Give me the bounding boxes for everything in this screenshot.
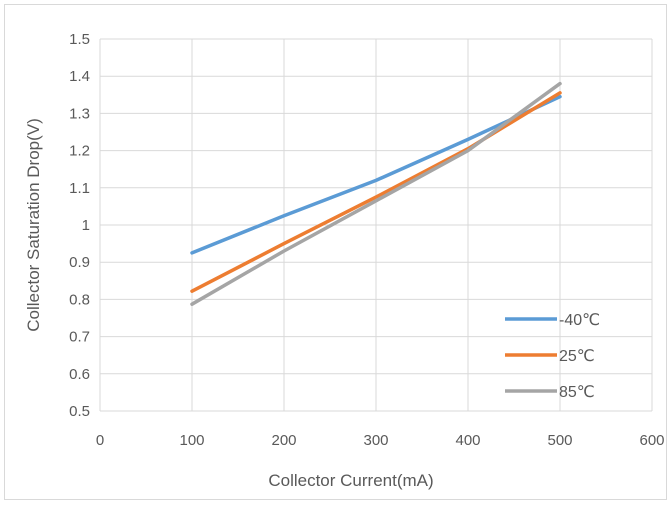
x-tick-label: 600 bbox=[639, 432, 664, 449]
x-tick-label: 200 bbox=[271, 432, 296, 449]
series bbox=[190, 81, 562, 306]
y-tick-label: 1 bbox=[82, 217, 90, 234]
y-tick-label: 0.7 bbox=[69, 329, 90, 346]
legend: -40℃ 25℃ 85℃ bbox=[505, 312, 600, 401]
x-tick-label: 500 bbox=[547, 432, 572, 449]
x-tick-label: 100 bbox=[179, 432, 204, 449]
y-tick-label: 1.4 bbox=[69, 68, 90, 85]
y-tick-label: 0.6 bbox=[69, 366, 90, 383]
legend-label-1: -40℃ bbox=[559, 312, 600, 329]
y-tick-label: 1.5 bbox=[69, 31, 90, 48]
y-tick-label: 0.8 bbox=[69, 291, 90, 308]
x-axis-title: Collector Current(mA) bbox=[268, 471, 433, 490]
axes: 0.5 0.6 0.7 0.8 0.9 1 1.1 1.2 1.3 1.4 1.5 0 100 200 30… bbox=[69, 31, 664, 449]
x-tick-label: 400 bbox=[455, 432, 480, 449]
legend-label-3: 85℃ bbox=[559, 384, 595, 401]
y-tick-label: 1.3 bbox=[69, 105, 90, 122]
y-tick-label: 1.2 bbox=[69, 143, 90, 160]
y-axis-title: Collector Saturation Drop(V) bbox=[24, 118, 43, 332]
line-chart: 0.5 0.6 0.7 0.8 0.9 1 1.1 1.2 1.3 1.4 1.5 0 100 200 30… bbox=[24, 31, 665, 490]
x-tick-label: 0 bbox=[96, 432, 104, 449]
legend-label-2: 25℃ bbox=[559, 348, 595, 365]
grid bbox=[99, 38, 653, 412]
series-line-1 bbox=[190, 94, 562, 255]
chart-area: 0.5 0.6 0.7 0.8 0.9 1 1.1 1.2 1.3 1.4 1.5 0 100 200 30… bbox=[4, 4, 667, 500]
y-tick-label: 0.9 bbox=[69, 254, 90, 271]
series-line-3 bbox=[190, 81, 562, 306]
x-tick-label: 300 bbox=[363, 432, 388, 449]
y-tick-label: 0.5 bbox=[69, 403, 90, 420]
y-tick-label: 1.1 bbox=[69, 180, 90, 197]
